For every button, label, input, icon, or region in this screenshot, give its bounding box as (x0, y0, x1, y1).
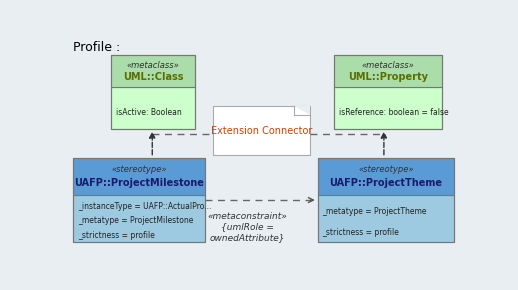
Text: Profile :: Profile : (73, 41, 120, 55)
FancyBboxPatch shape (73, 158, 205, 195)
FancyBboxPatch shape (111, 55, 195, 87)
Text: «metaclass»: «metaclass» (127, 61, 179, 70)
Polygon shape (294, 106, 310, 115)
FancyBboxPatch shape (318, 158, 454, 195)
FancyBboxPatch shape (213, 106, 310, 155)
FancyBboxPatch shape (318, 195, 454, 242)
Text: _instanceType = UAFP::ActualPro...: _instanceType = UAFP::ActualPro... (78, 202, 211, 211)
Text: «stereotype»: «stereotype» (111, 165, 167, 174)
Text: _metatype = ProjectMilestone: _metatype = ProjectMilestone (78, 216, 193, 225)
Text: Extension Connector: Extension Connector (211, 126, 312, 136)
FancyBboxPatch shape (334, 55, 442, 87)
Text: UAFP::ProjectMilestone: UAFP::ProjectMilestone (74, 178, 204, 188)
Text: «metaclass»: «metaclass» (362, 61, 414, 70)
Text: «stereotype»: «stereotype» (358, 165, 414, 174)
Text: _strictness = profile: _strictness = profile (323, 228, 399, 237)
FancyBboxPatch shape (334, 87, 442, 128)
Text: UAFP::ProjectTheme: UAFP::ProjectTheme (329, 178, 442, 188)
Text: isReference: boolean = false: isReference: boolean = false (339, 108, 448, 117)
FancyBboxPatch shape (73, 195, 205, 242)
Text: UML::Class: UML::Class (123, 72, 183, 82)
Text: «metaconstraint»
{umlRole =
ownedAttribute}: «metaconstraint» {umlRole = ownedAttribu… (208, 212, 287, 242)
Text: _metatype = ProjectTheme: _metatype = ProjectTheme (323, 207, 427, 216)
Text: _strictness = profile: _strictness = profile (78, 231, 154, 240)
FancyBboxPatch shape (111, 87, 195, 128)
Text: UML::Property: UML::Property (348, 72, 428, 82)
Text: isActive: Boolean: isActive: Boolean (116, 108, 181, 117)
